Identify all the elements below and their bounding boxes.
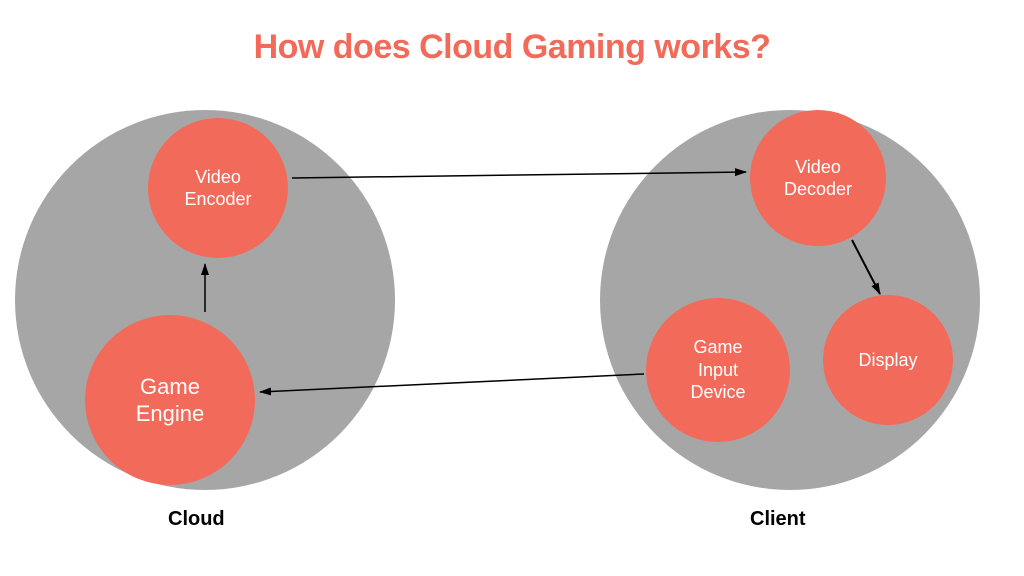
diagram-title: How does Cloud Gaming works?: [0, 28, 1024, 67]
node-game-input-device: GameInputDevice: [646, 298, 790, 442]
node-label: GameEngine: [136, 373, 205, 428]
node-label: Display: [858, 349, 917, 372]
diagram-canvas: How does Cloud Gaming works? VideoEncode…: [0, 0, 1024, 576]
node-display: Display: [823, 295, 953, 425]
node-game-engine: GameEngine: [85, 315, 255, 485]
group-cloud-label: Cloud: [168, 508, 225, 531]
node-label: GameInputDevice: [690, 336, 745, 404]
node-label: VideoEncoder: [184, 166, 251, 211]
node-video-encoder: VideoEncoder: [148, 118, 288, 258]
node-video-decoder: VideoDecoder: [750, 110, 886, 246]
node-label: VideoDecoder: [784, 156, 852, 201]
group-client-label: Client: [750, 508, 806, 531]
